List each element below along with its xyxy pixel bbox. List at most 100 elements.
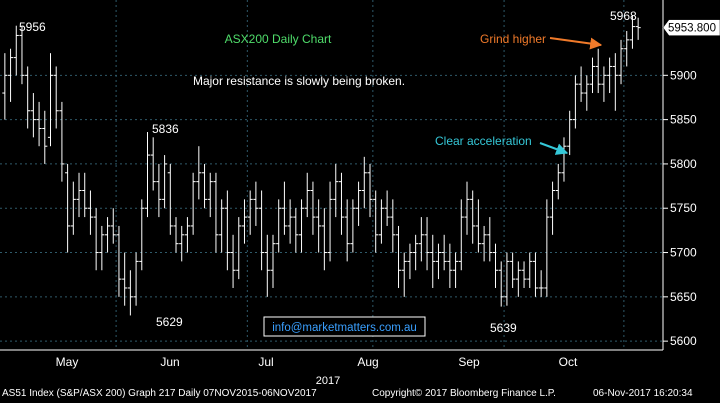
- ohlc-bar: [515, 261, 521, 297]
- ohlc-bar: [144, 132, 151, 218]
- ohlc-bar: [65, 163, 71, 253]
- ohlc-bar: [521, 261, 527, 288]
- ohlc-bar: [179, 225, 185, 262]
- x-axis-year: 2017: [316, 375, 340, 386]
- ohlc-bar: [492, 243, 499, 288]
- ohlc-bar: [532, 252, 539, 297]
- x-tick-label-jun: Jun: [160, 355, 179, 369]
- footer-timestamp: 06-Nov-2017 16:20:34: [593, 388, 693, 399]
- ohlc-bar: [453, 252, 459, 288]
- ohlc-bar: [589, 57, 596, 94]
- ohlc-bar: [110, 208, 116, 244]
- ohlc-bar: [424, 217, 430, 271]
- ohlc-bar: [504, 252, 510, 306]
- ohlc-bar: [201, 163, 208, 209]
- ohlc-bar: [173, 217, 179, 253]
- x-tick-label-may: May: [56, 355, 79, 369]
- ohlc-bar: [458, 199, 464, 271]
- ohlc-bar: [293, 208, 299, 253]
- ohlc-bar: [435, 243, 442, 280]
- ohlc-bar: [555, 163, 561, 200]
- ohlc-bar: [384, 190, 390, 226]
- ohlc-bar: [253, 181, 259, 226]
- ohlc-bar: [276, 199, 282, 253]
- arrow-clear-acceleration: [539, 142, 569, 155]
- ohlc-bar: [629, 15, 636, 49]
- ohlc-bar: [601, 66, 607, 102]
- ohlc-bar: [361, 156, 367, 209]
- y-axis-ticks: 5600 5650 5700 5750 5800 5850 5900: [663, 68, 697, 348]
- annotation-clear-acceleration: Clear acceleration: [435, 134, 532, 148]
- y-tick-label-5650: 5650: [670, 290, 697, 304]
- ohlc-bar: [219, 199, 225, 253]
- ohlc-bar: [367, 163, 373, 218]
- ohlc-bar: [470, 190, 476, 244]
- ohlc-bar: [259, 190, 265, 271]
- ohlc-bar: [36, 101, 42, 147]
- ohlc-bar: [156, 163, 162, 218]
- ohlc-bar: [281, 181, 287, 235]
- ohlc-bar: [25, 66, 31, 129]
- ohlc-bar: [127, 270, 133, 316]
- ohlc-bar: [498, 261, 504, 307]
- ohlc-bar: [47, 53, 54, 147]
- ohlc-bar: [270, 234, 276, 288]
- price-bars: [2, 15, 641, 316]
- ohlc-bar: [167, 163, 173, 235]
- ohlc-bar: [327, 181, 333, 262]
- x-tick-label-oct: Oct: [559, 355, 578, 369]
- ohlc-bar: [59, 101, 65, 182]
- ohlc-bar: [475, 199, 481, 253]
- y-tick-label-5750: 5750: [670, 201, 697, 215]
- y-tick-label-5600: 5600: [670, 334, 697, 348]
- ohlc-bar: [612, 53, 618, 111]
- ohlc-bar: [236, 217, 242, 280]
- ohlc-bar: [527, 252, 533, 288]
- ohlc-bar: [618, 39, 624, 85]
- ohlc-bar: [578, 66, 584, 102]
- ohlc-bar: [510, 252, 516, 288]
- ohlc-bar: [13, 25, 19, 76]
- ohlc-bar: [184, 217, 190, 253]
- ohlc-bar: [356, 181, 362, 226]
- annotation-grind-higher: Grind higher: [480, 32, 546, 46]
- ohlc-bar: [104, 217, 111, 253]
- ohlc-bar: [82, 172, 88, 218]
- ohlc-bar: [373, 190, 379, 253]
- ohlc-bar: [378, 199, 384, 244]
- ohlc-bar: [338, 172, 345, 235]
- ohlc-bar: [464, 181, 470, 235]
- trough-label-5639: 5639: [490, 321, 517, 335]
- ohlc-bar: [196, 146, 202, 200]
- ohlc-bar: [53, 66, 59, 129]
- ohlc-bar: [418, 217, 424, 262]
- ohlc-bar: [247, 190, 253, 235]
- ohlc-bar: [298, 199, 305, 253]
- ohlc-bar: [99, 225, 105, 271]
- x-tick-label-sep: Sep: [458, 355, 480, 369]
- ohlc-bar: [607, 57, 613, 94]
- ohlc-bar: [304, 172, 310, 218]
- ohlc-bar: [42, 110, 48, 164]
- ohlc-bar: [2, 53, 8, 120]
- chart-subtitle: Major resistance is slowly being broken.: [193, 74, 405, 88]
- ohlc-bar: [224, 190, 230, 271]
- peak-label-5956: 5956: [19, 20, 46, 34]
- ohlc-bar: [635, 17, 641, 40]
- ohlc-bar: [487, 217, 493, 262]
- y-tick-label-5800: 5800: [670, 157, 697, 171]
- watermark-box: [263, 316, 426, 337]
- x-tick-label-jul: Jul: [258, 355, 273, 369]
- ohlc-bar: [213, 172, 219, 253]
- ohlc-bar: [133, 252, 139, 306]
- ohlc-bar: [572, 75, 578, 129]
- ohlc-bar: [549, 181, 556, 235]
- ohlc-bar: [7, 48, 14, 102]
- ohlc-bar: [350, 199, 356, 253]
- arrow-grind-higher: [549, 37, 603, 50]
- ohlc-bar: [441, 234, 447, 271]
- ohlc-bar: [584, 75, 590, 111]
- ohlc-bar: [230, 234, 236, 288]
- ohlc-bar: [401, 252, 407, 297]
- ohlc-bar: [481, 225, 487, 262]
